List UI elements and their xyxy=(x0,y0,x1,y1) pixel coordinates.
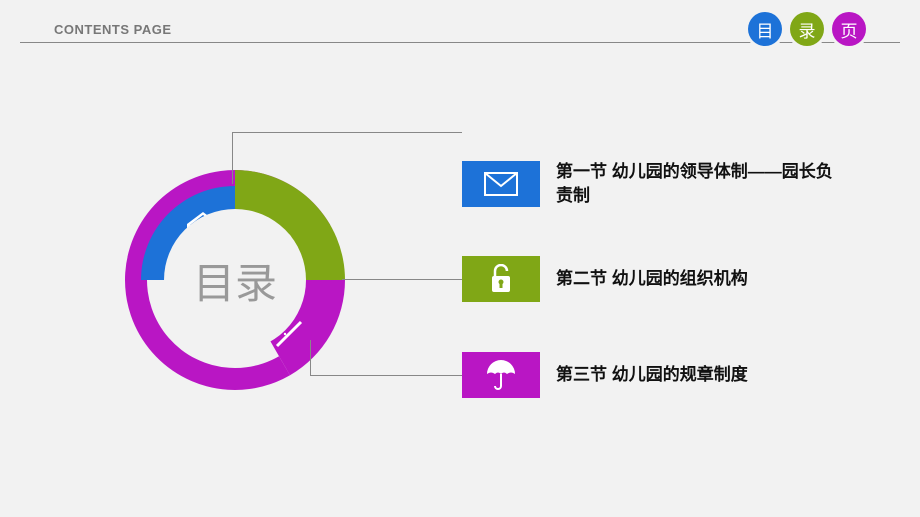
item-1-box xyxy=(462,161,540,207)
nav-circles: 目 录 页 xyxy=(748,18,866,52)
item-1-text: 第一节 幼儿园的领导体制——园长负责制 xyxy=(556,160,836,208)
connector-2 xyxy=(342,279,462,280)
nav-circle-2: 录 xyxy=(790,12,824,46)
item-3-label: 第三节 xyxy=(556,365,607,384)
item-1-label: 第一节 xyxy=(556,162,607,181)
toc-item-1: 第一节 幼儿园的领导体制——园长负责制 xyxy=(462,160,836,208)
toc-item-3: 第三节 幼儿园的规章制度 xyxy=(462,352,748,398)
center-label: 目录 xyxy=(193,250,277,311)
item-2-desc: 幼儿园的组织机构 xyxy=(612,269,748,288)
connector-3 xyxy=(310,340,462,376)
item-3-desc: 幼儿园的规章制度 xyxy=(612,365,748,384)
page-header: CONTENTS PAGE 目 录 页 xyxy=(0,18,920,58)
item-3-box xyxy=(462,352,540,398)
lock-icon xyxy=(490,264,512,294)
umbrella-icon xyxy=(485,360,517,390)
mail-icon xyxy=(484,172,518,196)
item-2-label: 第二节 xyxy=(556,269,607,288)
item-2-box xyxy=(462,256,540,302)
item-3-text: 第三节 幼儿园的规章制度 xyxy=(556,363,748,387)
center-circle: 目录 xyxy=(164,209,306,351)
nav-circle-3: 页 xyxy=(832,12,866,46)
toc-item-2: 第二节 幼儿园的组织机构 xyxy=(462,256,748,302)
item-2-text: 第二节 幼儿园的组织机构 xyxy=(556,267,748,291)
connector-1 xyxy=(232,132,462,184)
header-title: CONTENTS PAGE xyxy=(54,22,172,37)
nav-circle-1: 目 xyxy=(748,12,782,46)
